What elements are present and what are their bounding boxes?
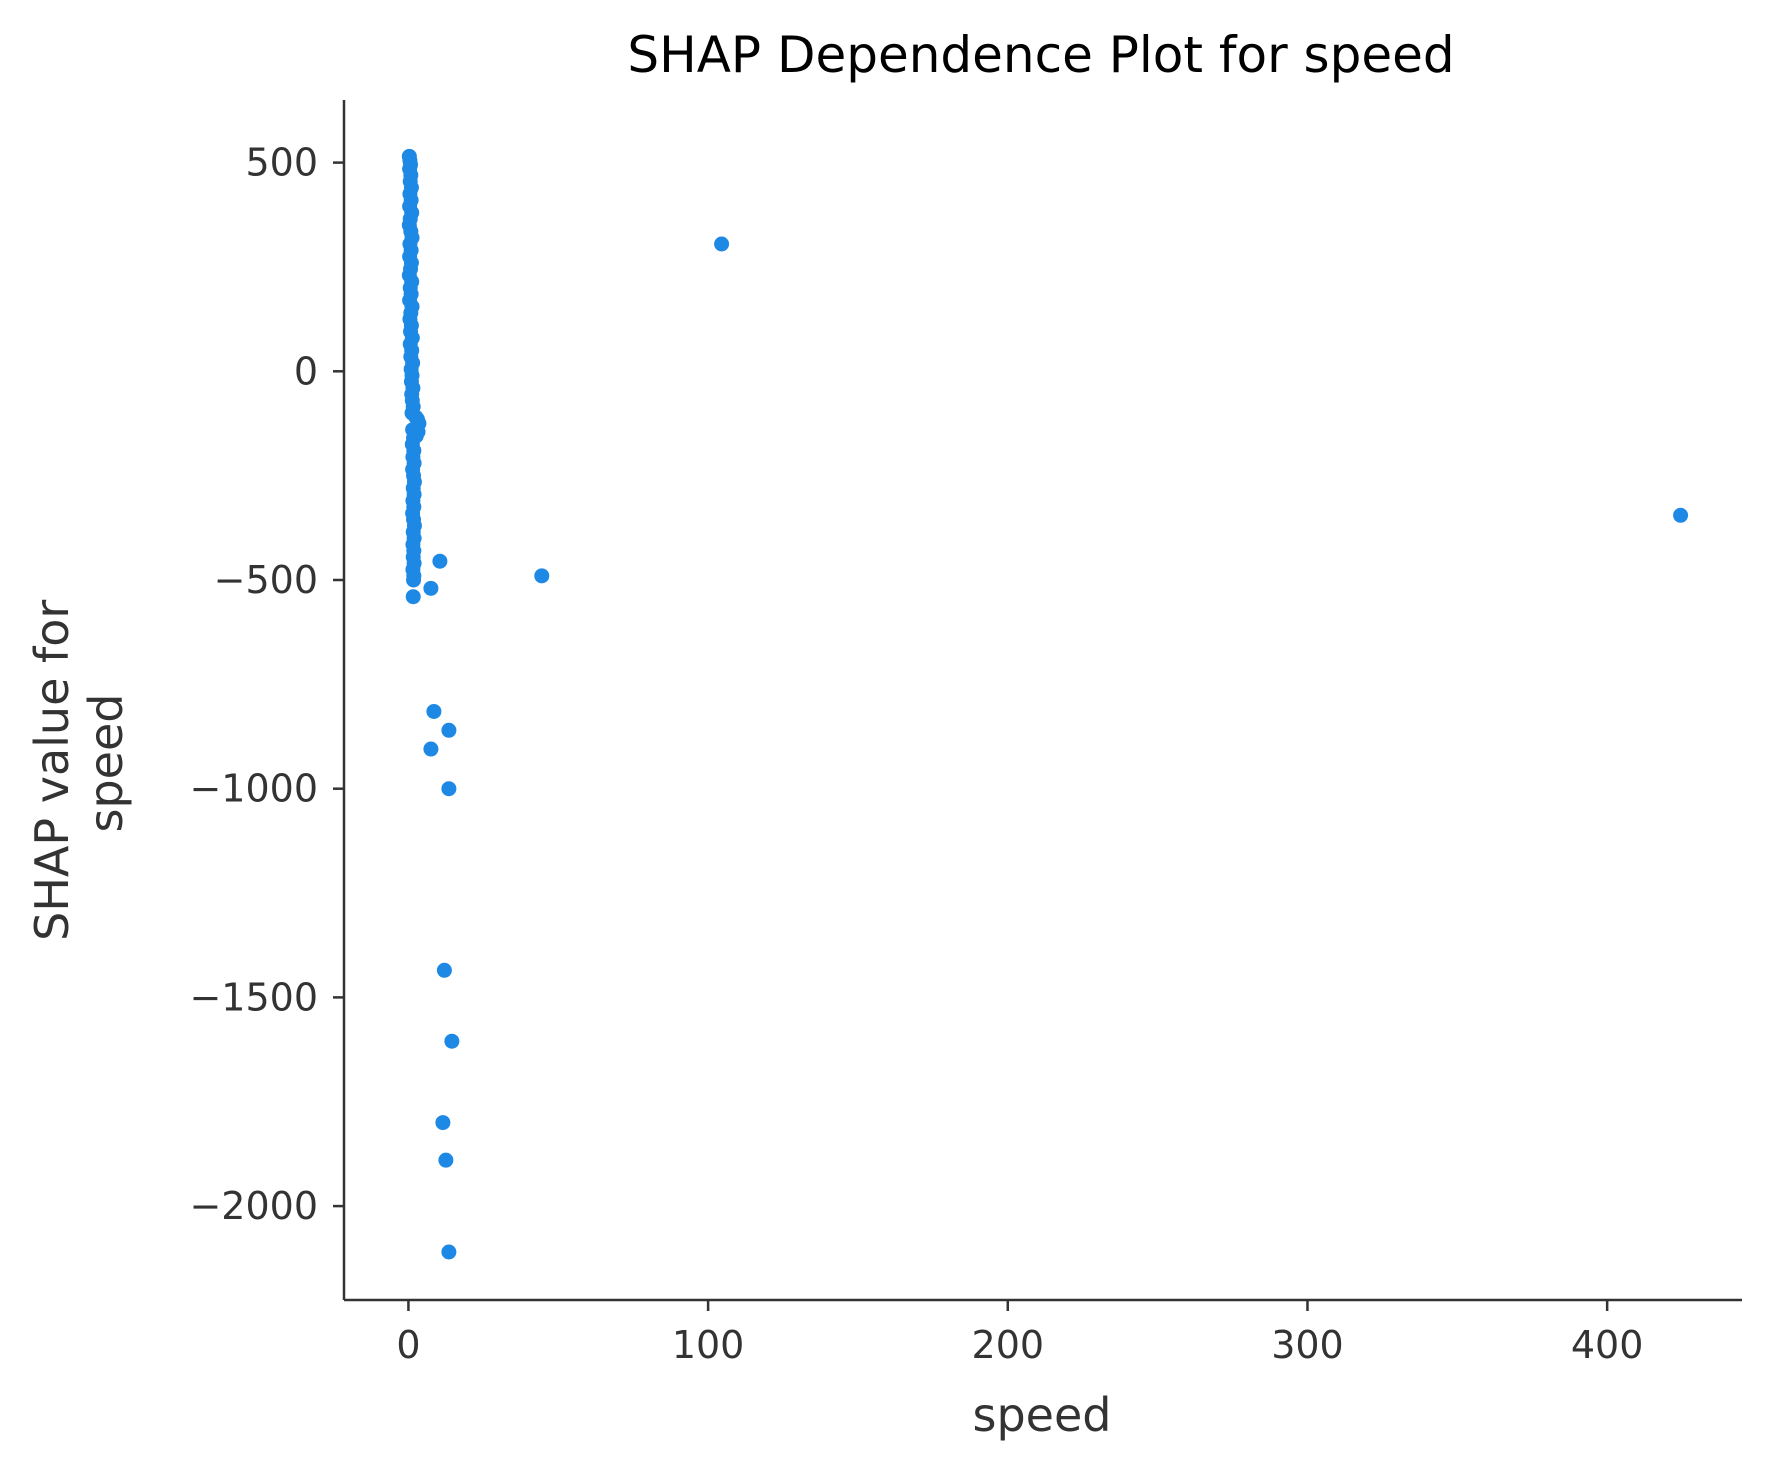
y-axis-ticks: 500 0 −500 −1000 −1500 −2000 (189, 141, 344, 1228)
y-tick-label: 500 (245, 141, 318, 185)
scatter-point (441, 781, 457, 797)
scatter-point (406, 572, 422, 588)
x-tick-label: 400 (1571, 1323, 1644, 1367)
scatter-point (441, 1244, 457, 1260)
y-axis-label: SHAP value for speed (25, 585, 133, 941)
y-tick-label: −1000 (189, 767, 318, 811)
x-axis-label: speed (973, 1388, 1112, 1442)
plot-points (401, 148, 1689, 1260)
x-axis-ticks: 0 100 200 300 400 (396, 1300, 1643, 1367)
scatter-point (423, 741, 439, 757)
scatter-point (405, 589, 421, 605)
scatter-point (444, 1033, 460, 1049)
y-axis-label-line-2: speed (79, 694, 133, 833)
y-axis-label-line-1: SHAP value for (25, 600, 79, 941)
scatter-point (714, 236, 730, 252)
scatter-point (436, 962, 452, 978)
scatter-point (426, 703, 442, 719)
chart-title: SHAP Dependence Plot for speed (627, 26, 1454, 84)
x-tick-label: 100 (672, 1323, 745, 1367)
scatter-point (432, 553, 448, 569)
y-tick-label: −1500 (189, 975, 318, 1019)
scatter-point (435, 1115, 451, 1131)
y-tick-label: −2000 (189, 1184, 318, 1228)
x-tick-label: 200 (972, 1323, 1045, 1367)
scatter-point (441, 722, 457, 738)
x-tick-label: 300 (1271, 1323, 1344, 1367)
x-tick-label: 0 (396, 1323, 420, 1367)
y-tick-label: −500 (214, 558, 318, 602)
scatter-point (438, 1152, 454, 1168)
scatter-point (534, 568, 550, 584)
y-tick-label: 0 (294, 349, 318, 393)
scatter-point (423, 580, 439, 596)
scatter-point (1673, 507, 1689, 523)
